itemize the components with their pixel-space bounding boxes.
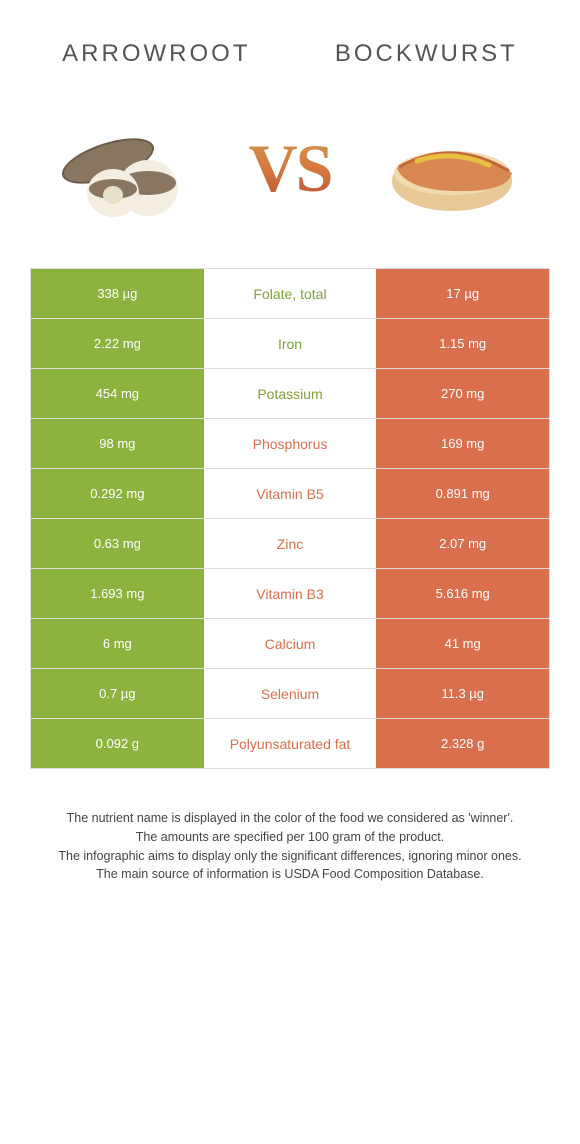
nutrient-label-cell: Vitamin B3: [204, 569, 377, 618]
nutrient-label-cell: Phosphorus: [204, 419, 377, 468]
left-value-cell: 6 mg: [31, 619, 204, 668]
table-row: 0.292 mgVitamin B50.891 mg: [31, 469, 549, 519]
left-value-cell: 0.7 µg: [31, 669, 204, 718]
header: ARROWROOT BOCKWURST: [0, 0, 580, 88]
table-row: 2.22 mgIron1.15 mg: [31, 319, 549, 369]
nutrient-label-cell: Selenium: [204, 669, 377, 718]
left-value-cell: 98 mg: [31, 419, 204, 468]
table-row: 0.63 mgZinc2.07 mg: [31, 519, 549, 569]
left-value-cell: 1.693 mg: [31, 569, 204, 618]
right-value-cell: 5.616 mg: [376, 569, 549, 618]
right-value-cell: 17 µg: [376, 269, 549, 318]
left-value-cell: 0.292 mg: [31, 469, 204, 518]
arrowroot-image: [53, 108, 203, 228]
right-value-cell: 2.328 g: [376, 719, 549, 768]
nutrient-table: 338 µgFolate, total17 µg2.22 mgIron1.15 …: [30, 268, 550, 769]
nutrient-label-cell: Potassium: [204, 369, 377, 418]
footer-line: The infographic aims to display only the…: [40, 847, 540, 866]
table-row: 1.693 mgVitamin B35.616 mg: [31, 569, 549, 619]
footer-line: The main source of information is USDA F…: [40, 865, 540, 884]
right-value-cell: 41 mg: [376, 619, 549, 668]
table-row: 0.7 µgSelenium11.3 µg: [31, 669, 549, 719]
nutrient-label-cell: Iron: [204, 319, 377, 368]
nutrient-label-cell: Calcium: [204, 619, 377, 668]
right-value-cell: 11.3 µg: [376, 669, 549, 718]
left-value-cell: 454 mg: [31, 369, 204, 418]
right-value-cell: 0.891 mg: [376, 469, 549, 518]
bockwurst-image: [377, 108, 527, 228]
nutrient-label-cell: Zinc: [204, 519, 377, 568]
nutrient-label-cell: Folate, total: [204, 269, 377, 318]
footer-line: The nutrient name is displayed in the co…: [40, 809, 540, 828]
right-value-cell: 2.07 mg: [376, 519, 549, 568]
nutrient-label-cell: Polyunsaturated fat: [204, 719, 377, 768]
right-value-cell: 270 mg: [376, 369, 549, 418]
nutrient-label-cell: Vitamin B5: [204, 469, 377, 518]
right-value-cell: 169 mg: [376, 419, 549, 468]
left-value-cell: 0.092 g: [31, 719, 204, 768]
table-row: 98 mgPhosphorus169 mg: [31, 419, 549, 469]
left-value-cell: 338 µg: [31, 269, 204, 318]
right-food-title: BOCKWURST: [335, 40, 518, 68]
table-row: 0.092 gPolyunsaturated fat2.328 g: [31, 719, 549, 769]
left-food-title: ARROWROOT: [62, 40, 250, 68]
table-row: 454 mgPotassium270 mg: [31, 369, 549, 419]
vs-badge: VS: [249, 129, 332, 208]
table-row: 338 µgFolate, total17 µg: [31, 269, 549, 319]
right-value-cell: 1.15 mg: [376, 319, 549, 368]
footer-notes: The nutrient name is displayed in the co…: [0, 769, 580, 904]
left-value-cell: 0.63 mg: [31, 519, 204, 568]
left-value-cell: 2.22 mg: [31, 319, 204, 368]
table-row: 6 mgCalcium41 mg: [31, 619, 549, 669]
vs-row: VS: [0, 88, 580, 268]
footer-line: The amounts are specified per 100 gram o…: [40, 828, 540, 847]
